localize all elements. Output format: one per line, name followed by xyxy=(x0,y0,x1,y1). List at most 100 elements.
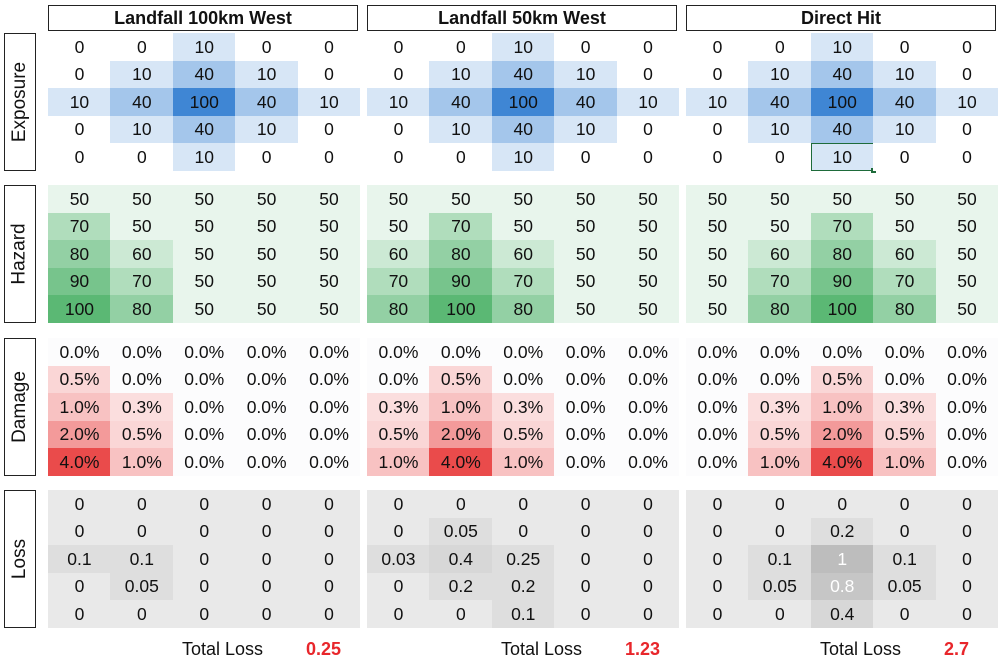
exposure-cell[interactable]: 10 xyxy=(48,88,111,117)
loss-cell[interactable]: 0 xyxy=(297,600,361,629)
hazard-cell[interactable]: 70 xyxy=(810,212,874,241)
loss-cell[interactable]: 0 xyxy=(235,545,299,574)
loss-cell[interactable]: 0 xyxy=(554,572,618,601)
damage-cell[interactable]: 4.0% xyxy=(48,448,111,477)
hazard-cell[interactable]: 90 xyxy=(429,267,493,296)
loss-cell[interactable]: 0 xyxy=(48,572,111,601)
hazard-cell[interactable]: 50 xyxy=(297,185,361,214)
loss-cell[interactable]: 0.1 xyxy=(110,545,174,574)
exposure-cell[interactable]: 10 xyxy=(935,88,999,117)
damage-cell[interactable]: 2.0% xyxy=(48,420,111,449)
hazard-cell[interactable]: 60 xyxy=(748,240,812,269)
exposure-cell[interactable]: 10 xyxy=(235,115,299,144)
damage-cell[interactable]: 1.0% xyxy=(810,393,874,422)
damage-cell[interactable]: 0.0% xyxy=(616,420,680,449)
damage-cell[interactable]: 1.0% xyxy=(429,393,493,422)
damage-cell[interactable]: 0.0% xyxy=(554,338,618,367)
damage-cell[interactable]: 0.0% xyxy=(748,338,812,367)
loss-cell[interactable]: 0.03 xyxy=(367,545,430,574)
damage-cell[interactable]: 0.0% xyxy=(110,365,174,394)
hazard-cell[interactable]: 50 xyxy=(748,185,812,214)
damage-cell[interactable]: 0.0% xyxy=(235,393,299,422)
hazard-cell[interactable]: 50 xyxy=(686,212,749,241)
loss-cell[interactable]: 0 xyxy=(297,517,361,546)
exposure-cell[interactable]: 40 xyxy=(429,88,493,117)
loss-cell[interactable]: 0 xyxy=(429,490,493,519)
loss-cell[interactable]: 0 xyxy=(172,490,236,519)
hazard-cell[interactable]: 50 xyxy=(429,185,493,214)
exposure-cell[interactable]: 40 xyxy=(810,60,874,89)
exposure-cell[interactable]: 0 xyxy=(935,60,999,89)
hazard-cell[interactable]: 50 xyxy=(172,185,236,214)
exposure-cell[interactable]: 0 xyxy=(367,33,430,62)
exposure-cell[interactable]: 10 xyxy=(873,115,937,144)
hazard-cell[interactable]: 70 xyxy=(748,267,812,296)
exposure-cell[interactable]: 0 xyxy=(48,115,111,144)
loss-cell[interactable]: 0 xyxy=(235,600,299,629)
loss-cell[interactable]: 0.2 xyxy=(810,517,874,546)
loss-cell[interactable]: 0 xyxy=(748,490,812,519)
damage-cell[interactable]: 0.0% xyxy=(297,420,361,449)
exposure-cell[interactable]: 10 xyxy=(172,33,236,62)
exposure-cell[interactable]: 40 xyxy=(172,115,236,144)
exposure-cell[interactable]: 10 xyxy=(110,115,174,144)
damage-cell[interactable]: 0.0% xyxy=(686,338,749,367)
loss-cell[interactable]: 0.05 xyxy=(873,572,937,601)
damage-cell[interactable]: 0.0% xyxy=(686,448,749,477)
loss-cell[interactable]: 0 xyxy=(429,600,493,629)
exposure-cell[interactable]: 10 xyxy=(748,60,812,89)
damage-cell[interactable]: 0.5% xyxy=(873,420,937,449)
exposure-cell[interactable]: 0 xyxy=(297,60,361,89)
exposure-cell[interactable]: 0 xyxy=(48,60,111,89)
exposure-cell[interactable]: 0 xyxy=(686,115,749,144)
exposure-cell[interactable]: 0 xyxy=(297,143,361,172)
damage-cell[interactable]: 0.0% xyxy=(616,448,680,477)
hazard-cell[interactable]: 50 xyxy=(616,267,680,296)
damage-cell[interactable]: 0.0% xyxy=(935,338,999,367)
loss-cell[interactable]: 0 xyxy=(748,600,812,629)
damage-cell[interactable]: 0.0% xyxy=(367,365,430,394)
loss-cell[interactable]: 0 xyxy=(297,490,361,519)
exposure-cell[interactable]: 0 xyxy=(616,143,680,172)
exposure-cell[interactable]: 0 xyxy=(429,143,493,172)
damage-cell[interactable]: 0.0% xyxy=(686,393,749,422)
damage-cell[interactable]: 0.0% xyxy=(935,420,999,449)
exposure-cell[interactable]: 0 xyxy=(873,143,937,172)
exposure-cell[interactable]: 40 xyxy=(172,60,236,89)
hazard-cell[interactable]: 100 xyxy=(48,295,111,324)
exposure-cell[interactable]: 40 xyxy=(491,60,555,89)
hazard-cell[interactable]: 80 xyxy=(748,295,812,324)
exposure-cell[interactable]: 10 xyxy=(616,88,680,117)
exposure-cell[interactable]: 0 xyxy=(554,143,618,172)
exposure-cell[interactable]: 0 xyxy=(686,33,749,62)
damage-cell[interactable]: 0.0% xyxy=(616,365,680,394)
hazard-cell[interactable]: 50 xyxy=(686,295,749,324)
loss-cell[interactable]: 0 xyxy=(110,517,174,546)
loss-cell[interactable]: 0 xyxy=(686,490,749,519)
loss-cell[interactable]: 0 xyxy=(686,545,749,574)
exposure-cell[interactable]: 100 xyxy=(491,88,555,117)
damage-cell[interactable]: 0.0% xyxy=(235,420,299,449)
loss-cell[interactable]: 0.4 xyxy=(429,545,493,574)
exposure-cell[interactable]: 40 xyxy=(491,115,555,144)
damage-cell[interactable]: 0.0% xyxy=(810,338,874,367)
hazard-cell[interactable]: 50 xyxy=(935,185,999,214)
damage-cell[interactable]: 0.0% xyxy=(297,393,361,422)
loss-cell[interactable]: 0 xyxy=(554,517,618,546)
exposure-cell[interactable]: 10 xyxy=(429,115,493,144)
damage-cell[interactable]: 4.0% xyxy=(810,448,874,477)
damage-cell[interactable]: 1.0% xyxy=(48,393,111,422)
exposure-cell[interactable]: 10 xyxy=(491,143,555,172)
damage-cell[interactable]: 0.5% xyxy=(429,365,493,394)
loss-cell[interactable]: 0 xyxy=(110,600,174,629)
loss-cell[interactable]: 0.8 xyxy=(810,572,874,601)
hazard-cell[interactable]: 50 xyxy=(235,240,299,269)
exposure-cell[interactable]: 10 xyxy=(297,88,361,117)
hazard-cell[interactable]: 50 xyxy=(367,185,430,214)
exposure-cell[interactable]: 0 xyxy=(935,143,999,172)
exposure-cell[interactable]: 40 xyxy=(748,88,812,117)
damage-cell[interactable]: 0.3% xyxy=(873,393,937,422)
hazard-cell[interactable]: 60 xyxy=(110,240,174,269)
exposure-cell[interactable]: 10 xyxy=(110,60,174,89)
loss-cell[interactable]: 0 xyxy=(554,545,618,574)
